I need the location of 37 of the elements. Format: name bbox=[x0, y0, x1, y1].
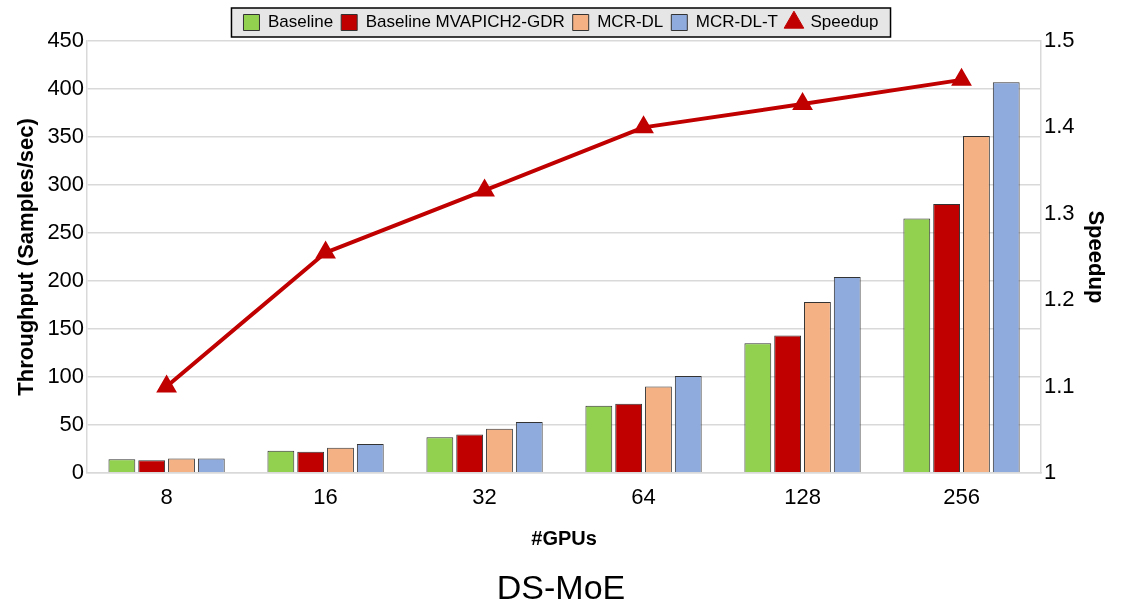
y2-tick-label: 1.4 bbox=[1044, 113, 1075, 139]
y-tick-label: 300 bbox=[47, 171, 85, 196]
y2-tick-label: 1.2 bbox=[1044, 286, 1075, 312]
text: DS-MoE bbox=[496, 567, 626, 606]
x-axis-title: #GPUs bbox=[531, 526, 597, 549]
x-tick-label: 32 bbox=[472, 484, 497, 510]
legend-label: MCR-DL-T bbox=[695, 12, 778, 32]
y-tick-label: 400 bbox=[47, 75, 85, 101]
legend-label: Baseline MVAPICH2-GDR bbox=[365, 12, 565, 32]
point bbox=[475, 180, 494, 197]
x-tick-label: 256 bbox=[943, 484, 980, 510]
x-tick-label: 8 bbox=[160, 484, 173, 510]
y2-tick-label: 1.5 bbox=[1044, 27, 1075, 53]
y2-tick-label: 1 bbox=[1044, 458, 1057, 484]
y-tick-label: 100 bbox=[47, 362, 85, 388]
y-tick-label: 150 bbox=[47, 314, 85, 340]
x-tick-label: 128 bbox=[784, 484, 821, 510]
point bbox=[157, 376, 176, 393]
y2-axis-title: Speedup bbox=[1083, 210, 1109, 304]
y-axis-title: Throughput (Samples/sec) bbox=[13, 118, 39, 396]
y-tick-label: 450 bbox=[47, 27, 85, 53]
x-tick-label: 64 bbox=[631, 484, 656, 510]
y2-tick-label: 1.1 bbox=[1044, 372, 1075, 398]
point bbox=[951, 67, 972, 86]
y-tick-label: 0 bbox=[71, 458, 85, 484]
point bbox=[634, 117, 653, 134]
legend-label: Baseline bbox=[267, 12, 334, 32]
y-tick-label: 200 bbox=[47, 266, 85, 292]
y-tick-label: 250 bbox=[47, 218, 85, 244]
legend-label: MCR-DL bbox=[597, 12, 664, 32]
point bbox=[793, 94, 812, 111]
x-tick-label: 16 bbox=[313, 484, 338, 510]
y-tick-label: 50 bbox=[59, 410, 85, 436]
legend-label: Speedup bbox=[810, 12, 879, 32]
point bbox=[315, 240, 336, 259]
y2-tick-label: 1.3 bbox=[1044, 199, 1075, 225]
y-tick-label: 350 bbox=[47, 123, 85, 149]
